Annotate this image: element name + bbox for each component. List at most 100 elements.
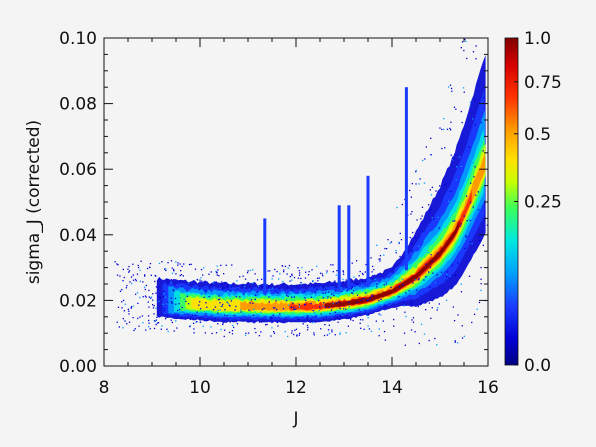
scatter-point bbox=[320, 313, 322, 315]
scatter-point bbox=[323, 334, 326, 337]
scatter-point bbox=[478, 301, 481, 304]
scatter-point bbox=[466, 195, 468, 197]
scatter-point bbox=[220, 305, 222, 307]
scatter-point bbox=[254, 273, 256, 275]
scatter-point bbox=[269, 285, 271, 287]
x-tick-label: 12 bbox=[285, 378, 307, 398]
scatter-point bbox=[287, 295, 289, 297]
scatter-point bbox=[300, 282, 303, 284]
scatter-point bbox=[394, 264, 397, 267]
scatter-point bbox=[147, 315, 150, 317]
scatter-point bbox=[304, 297, 306, 299]
scatter-point bbox=[171, 272, 174, 274]
scatter-point bbox=[273, 332, 276, 334]
scatter-point bbox=[287, 267, 289, 269]
scatter-point bbox=[291, 273, 293, 275]
scatter-point bbox=[336, 317, 339, 319]
scatter-point bbox=[373, 269, 375, 271]
scatter-point bbox=[204, 289, 207, 292]
scatter-point bbox=[282, 308, 285, 310]
scatter-point bbox=[135, 293, 137, 295]
scatter-point bbox=[286, 294, 288, 296]
scatter-point bbox=[327, 282, 329, 284]
scatter-point bbox=[415, 171, 417, 173]
scatter-point bbox=[358, 308, 360, 311]
scatter-point bbox=[454, 340, 456, 342]
scatter-point bbox=[117, 264, 119, 266]
scatter-point bbox=[364, 271, 366, 273]
scatter-point bbox=[331, 331, 333, 333]
scatter-point bbox=[196, 321, 198, 323]
scatter-point bbox=[313, 334, 315, 336]
scatter-point bbox=[195, 314, 197, 316]
scatter-point bbox=[287, 335, 289, 338]
scatter-point bbox=[454, 275, 456, 277]
scatter-point bbox=[291, 274, 293, 277]
scatter-point bbox=[165, 269, 167, 272]
scatter-point bbox=[385, 283, 387, 285]
scatter-point bbox=[234, 309, 236, 311]
scatter-point bbox=[326, 270, 328, 272]
scatter-point bbox=[433, 218, 435, 220]
scatter-point bbox=[431, 260, 433, 262]
scatter-point bbox=[276, 308, 278, 311]
scatter-point bbox=[144, 295, 147, 297]
scatter-point bbox=[292, 302, 294, 304]
scatter-point bbox=[148, 289, 150, 292]
scatter-point bbox=[321, 273, 323, 275]
scatter-point bbox=[156, 322, 159, 324]
scatter-point bbox=[362, 298, 365, 300]
scatter-point bbox=[307, 274, 310, 276]
scatter-point bbox=[150, 274, 152, 276]
scatter-point bbox=[480, 278, 482, 280]
scatter-point bbox=[131, 282, 133, 285]
scatter-point bbox=[460, 47, 462, 49]
scatter-point bbox=[238, 312, 240, 314]
scatter-point bbox=[236, 323, 238, 325]
scatter-point bbox=[446, 273, 448, 275]
scatter-point bbox=[142, 281, 144, 283]
scatter-point bbox=[444, 147, 446, 149]
scatter-point bbox=[324, 292, 327, 294]
scatter-point bbox=[181, 265, 183, 268]
x-axis-label: J bbox=[292, 409, 298, 429]
scatter-point bbox=[155, 292, 157, 294]
scatter-point bbox=[423, 240, 425, 242]
scatter-point bbox=[430, 137, 432, 139]
scatter-point bbox=[209, 287, 211, 289]
scatter-point bbox=[310, 296, 313, 298]
scatter-point bbox=[116, 263, 118, 265]
scatter-point bbox=[224, 282, 226, 284]
scatter-point bbox=[289, 276, 291, 278]
scatter-point bbox=[235, 320, 237, 323]
scatter-point bbox=[276, 292, 278, 294]
scatter-point bbox=[222, 288, 224, 290]
scatter-point bbox=[319, 272, 322, 274]
scatter-point bbox=[418, 278, 420, 280]
scatter-point bbox=[376, 283, 378, 285]
scatter-point bbox=[278, 288, 280, 290]
scatter-point bbox=[193, 280, 195, 282]
scatter-point bbox=[457, 314, 459, 316]
scatter-point bbox=[173, 268, 175, 271]
scatter-point bbox=[144, 288, 146, 291]
scatter-point bbox=[297, 267, 299, 269]
scatter-point bbox=[141, 315, 144, 317]
scatter-point bbox=[227, 288, 229, 291]
scatter-point bbox=[457, 342, 459, 344]
scatter-point bbox=[148, 322, 150, 324]
scatter-point bbox=[128, 310, 130, 312]
scatter-point bbox=[402, 284, 404, 286]
scatter-point bbox=[408, 290, 410, 292]
scatter-point bbox=[121, 307, 123, 309]
scatter-point bbox=[428, 211, 431, 213]
scatter-point bbox=[477, 191, 479, 193]
scatter-point bbox=[445, 183, 447, 185]
y-axis: 0.00 0.02 0.04 0.06 0.08 0.10 bbox=[59, 29, 488, 377]
scatter-point bbox=[449, 84, 452, 86]
scatter-point bbox=[438, 303, 440, 305]
scatter-point bbox=[304, 303, 306, 306]
scatter-point bbox=[172, 289, 174, 291]
scatter-point bbox=[167, 302, 169, 304]
scatter-point bbox=[363, 328, 365, 330]
